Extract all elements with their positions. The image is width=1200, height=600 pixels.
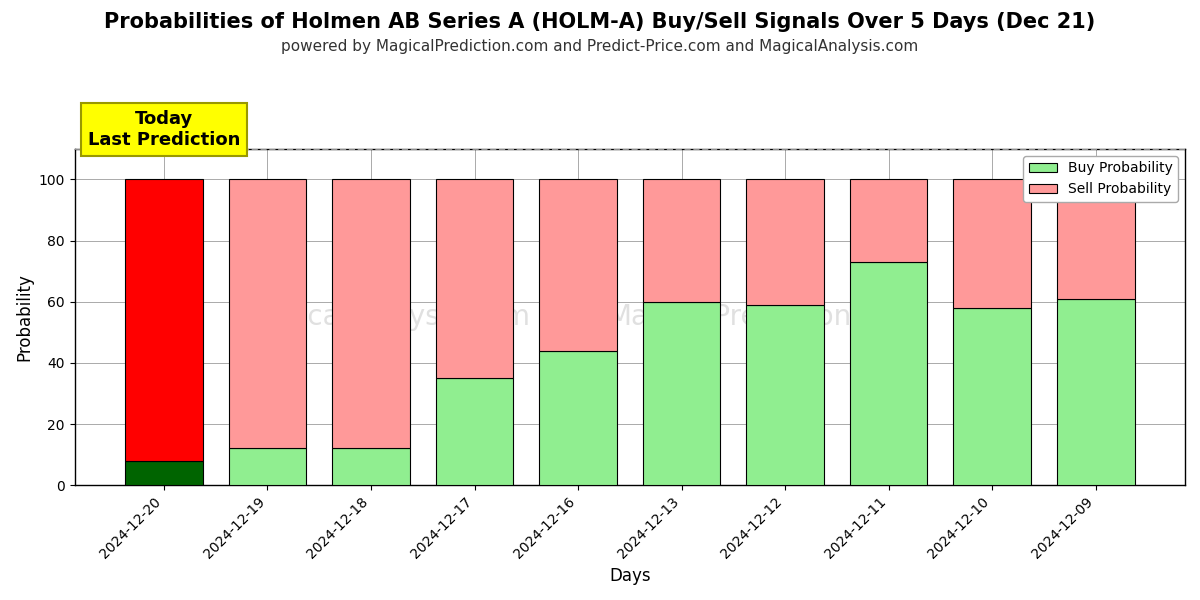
Text: MagicalAnalysis.com: MagicalAnalysis.com (241, 303, 530, 331)
Bar (229, 179, 306, 448)
Bar (746, 179, 824, 305)
Bar (332, 179, 410, 448)
Text: Today
Last Prediction: Today Last Prediction (88, 110, 240, 149)
Text: MagicalPrediction.com: MagicalPrediction.com (607, 303, 919, 331)
Bar (539, 179, 617, 350)
Bar (436, 378, 514, 485)
Bar (953, 308, 1031, 485)
Text: Probabilities of Holmen AB Series A (HOLM-A) Buy/Sell Signals Over 5 Days (Dec 2: Probabilities of Holmen AB Series A (HOL… (104, 12, 1096, 32)
Bar (953, 179, 1031, 308)
Bar (229, 448, 306, 485)
Bar (1057, 179, 1134, 299)
Y-axis label: Probability: Probability (16, 273, 34, 361)
Legend: Buy Probability, Sell Probability: Buy Probability, Sell Probability (1024, 156, 1178, 202)
X-axis label: Days: Days (610, 567, 650, 585)
Bar (850, 262, 928, 485)
Bar (1057, 299, 1134, 485)
Bar (850, 179, 928, 262)
Bar (332, 448, 410, 485)
Bar (643, 179, 720, 302)
Bar (539, 350, 617, 485)
Bar (436, 179, 514, 378)
Bar (125, 461, 203, 485)
Text: powered by MagicalPrediction.com and Predict-Price.com and MagicalAnalysis.com: powered by MagicalPrediction.com and Pre… (281, 39, 919, 54)
Bar (746, 305, 824, 485)
Bar (125, 179, 203, 461)
Bar (643, 302, 720, 485)
